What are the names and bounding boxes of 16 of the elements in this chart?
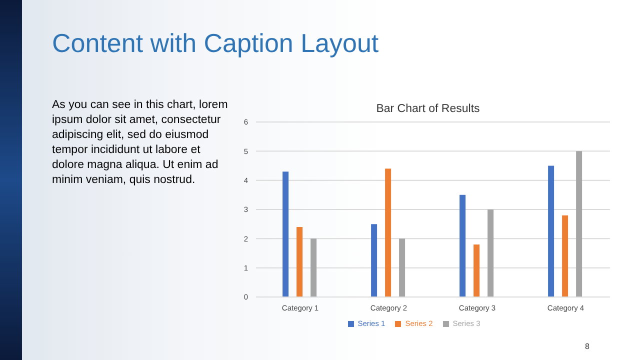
text: 8 bbox=[585, 342, 590, 351]
text: As you can see in this chart, lorem ipsum dolor sit amet, consectetur adipiscing elit, sed do eiusmod tempor incididunt ut labore et dolore magna aliqua. Ut enim ad minim veniam, quis nostrud. bbox=[52, 98, 229, 188]
text: Content with Caption Layout bbox=[52, 28, 379, 59]
bar bbox=[562, 215, 568, 297]
bar bbox=[474, 244, 480, 297]
bar bbox=[310, 238, 317, 297]
bar bbox=[488, 210, 494, 297]
chart-title: Bar Chart of Results bbox=[375, 103, 481, 115]
bar bbox=[385, 168, 392, 297]
bar bbox=[371, 224, 378, 297]
bar bbox=[296, 227, 303, 297]
bar bbox=[548, 166, 554, 297]
bar bbox=[399, 238, 406, 297]
bar bbox=[460, 194, 466, 297]
bar bbox=[576, 151, 582, 297]
bar bbox=[282, 172, 289, 297]
